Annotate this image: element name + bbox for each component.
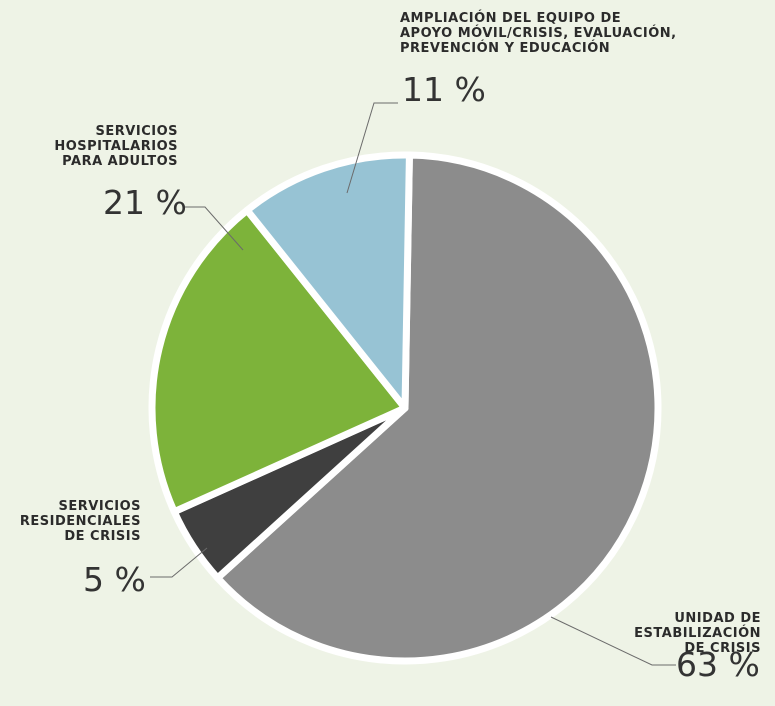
pie-slice-ampliacion	[243, 151, 413, 412]
leader-line-hospitalarios	[183, 206, 244, 251]
pie-slices	[148, 151, 662, 665]
slice-label-residenciales: SERVICIOS RESIDENCIALES DE CRISIS	[19, 499, 141, 544]
slice-value-ampliacion: 11 %	[402, 70, 486, 109]
slice-label-hospitalarios: SERVICIOS HOSPITALARIOS PARA ADULTOS	[54, 124, 178, 169]
leader-line-estabilizacion	[550, 616, 676, 666]
pie-slice-hospitalarios	[148, 206, 409, 516]
leader-line-residenciales	[150, 547, 208, 578]
slice-value-hospitalarios: 21 %	[103, 183, 187, 222]
slice-value-residenciales: 5 %	[83, 560, 146, 599]
leader-line-ampliacion	[346, 102, 398, 194]
pie-slice-estabilizacion	[214, 151, 662, 665]
leader-lines	[150, 102, 676, 666]
slice-label-estabilizacion: UNIDAD DE ESTABILIZACIÓN DE CRISIS	[634, 611, 761, 656]
slice-label-ampliacion: AMPLIACIÓN DEL EQUIPO DE APOYO MÓVIL/CRI…	[400, 11, 677, 56]
slice-value-estabilizacion: 63 %	[676, 645, 760, 684]
